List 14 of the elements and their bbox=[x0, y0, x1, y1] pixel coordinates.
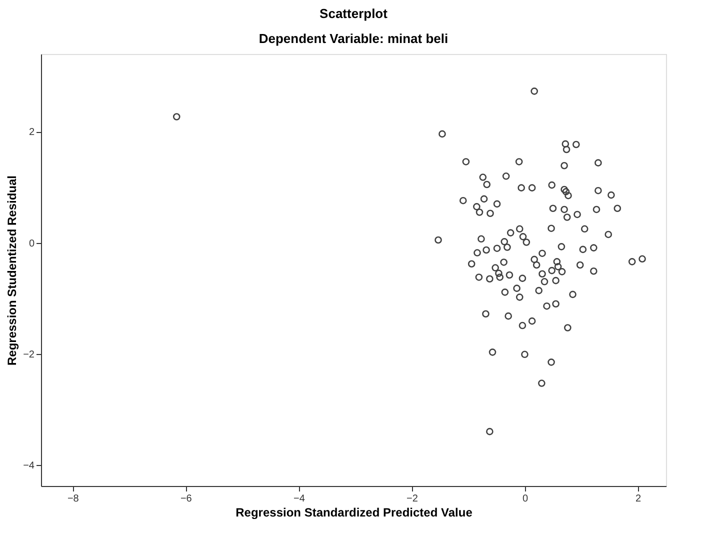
y-tick-label: 0 bbox=[28, 238, 35, 250]
x-tick-label: −8 bbox=[67, 494, 80, 504]
x-tick-label: 2 bbox=[635, 494, 642, 504]
y-tick-label: −2 bbox=[23, 349, 35, 360]
y-axis-title: Regression Studentized Residual bbox=[5, 175, 20, 366]
y-tick-label: 2 bbox=[28, 127, 35, 138]
chart-subtitle: Dependent Variable: minat beli bbox=[258, 31, 448, 46]
x-tick-label: −2 bbox=[406, 494, 418, 504]
x-axis-title: Regression Standardized Predicted Value bbox=[236, 506, 473, 520]
x-tick-label: −4 bbox=[293, 494, 306, 504]
y-tick-label: −4 bbox=[23, 460, 35, 472]
x-tick-label: 0 bbox=[522, 494, 528, 504]
x-tick-label: −6 bbox=[180, 494, 192, 504]
chart-title: Scatterplot bbox=[320, 6, 388, 21]
